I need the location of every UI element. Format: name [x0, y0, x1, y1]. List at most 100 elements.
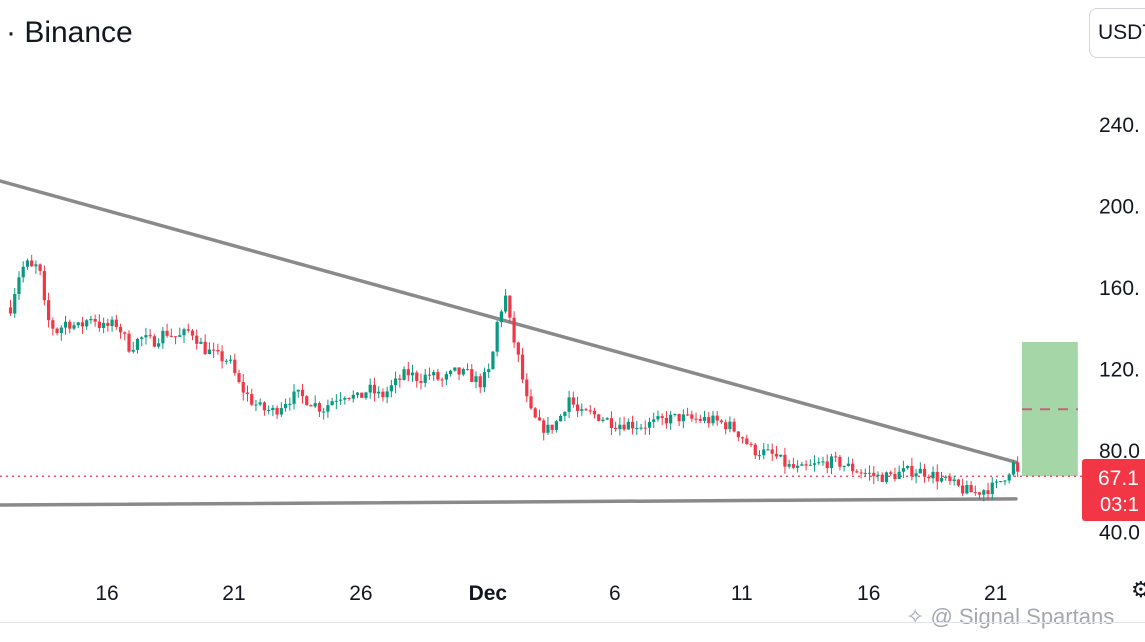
candle-body — [914, 473, 918, 477]
currency-selector[interactable]: USDT — [1089, 8, 1145, 58]
candle-body — [618, 424, 622, 430]
y-axis-labels: 240. 200. 160. 120. 80.0 40.0 — [1099, 114, 1140, 545]
candle-body — [1016, 462, 1020, 472]
candle-body — [89, 318, 93, 321]
candle — [317, 401, 322, 418]
candle-body — [948, 476, 952, 482]
candle-body — [262, 402, 267, 411]
candle — [563, 411, 567, 422]
candle-body — [927, 476, 931, 479]
candle-body — [533, 408, 537, 418]
candle — [829, 453, 834, 475]
candle — [292, 384, 296, 410]
candle — [918, 462, 922, 474]
candle-body — [825, 461, 829, 469]
candle-body — [127, 333, 131, 352]
candle — [17, 271, 21, 301]
candle — [931, 466, 935, 484]
candle-body — [571, 397, 575, 405]
candle-body — [25, 260, 30, 267]
candle — [474, 371, 478, 389]
candle — [753, 442, 757, 459]
candle — [834, 451, 838, 462]
candle — [673, 413, 677, 417]
candle-body — [880, 474, 884, 482]
candle-body — [102, 322, 106, 328]
divider — [0, 622, 1145, 623]
candle — [804, 460, 808, 471]
candle — [656, 410, 660, 422]
candle-body — [118, 326, 123, 333]
candle-body — [199, 341, 203, 344]
candle-body — [757, 455, 762, 457]
candle — [973, 485, 977, 496]
candle — [275, 405, 279, 419]
candle-body — [93, 318, 97, 322]
candle — [80, 316, 85, 334]
candle-body — [698, 418, 702, 421]
candle — [338, 392, 343, 405]
annotations[interactable] — [0, 179, 1082, 507]
candle — [123, 331, 127, 341]
candle-body — [157, 343, 161, 347]
candle-body — [643, 427, 647, 429]
candle — [360, 392, 364, 398]
gear-icon[interactable]: ⚙ — [1131, 577, 1145, 602]
candle — [757, 450, 762, 461]
candle-body — [398, 378, 402, 380]
candle-body — [550, 424, 554, 430]
candle-body — [427, 374, 432, 376]
candle — [402, 366, 406, 381]
candle — [250, 388, 254, 406]
candle — [491, 350, 495, 370]
candle — [148, 328, 152, 339]
candle — [867, 465, 872, 481]
candle — [880, 472, 884, 483]
y-tick-label: 80.0 — [1099, 440, 1140, 463]
candle — [313, 395, 317, 408]
candle-body — [245, 392, 250, 395]
candle-body — [863, 472, 867, 474]
candle-body — [85, 320, 89, 327]
candle-body — [999, 480, 1003, 482]
current-price-badge: 67.1 03:1 — [1082, 459, 1145, 521]
candle-body — [779, 454, 783, 457]
candle-body — [829, 456, 834, 469]
candle — [427, 367, 432, 380]
candle — [948, 473, 952, 485]
candle-body — [804, 464, 808, 466]
candle — [863, 468, 867, 477]
candle — [605, 417, 609, 421]
candle — [267, 405, 271, 415]
candle — [618, 417, 622, 436]
candle-body — [669, 414, 673, 424]
candle — [935, 464, 939, 490]
candle — [652, 412, 656, 429]
candle — [783, 447, 787, 474]
candle — [38, 263, 42, 276]
candle-body — [309, 405, 313, 407]
candle-body — [1003, 480, 1007, 482]
candle-body — [563, 411, 567, 416]
candle-body — [876, 474, 880, 477]
candle-body — [961, 485, 965, 494]
candle-body — [72, 325, 76, 329]
candle — [203, 334, 207, 356]
candle — [322, 407, 326, 420]
candle-body — [377, 391, 381, 394]
candle-body — [491, 351, 495, 370]
candle — [13, 287, 17, 318]
candle-body — [584, 409, 588, 411]
candle — [283, 398, 288, 412]
candle-body — [956, 479, 961, 486]
candle — [377, 386, 381, 399]
candle — [922, 463, 927, 483]
candle — [965, 480, 969, 495]
y-tick-label: 160. — [1099, 277, 1140, 300]
candle — [419, 373, 423, 390]
candle-body — [237, 373, 241, 383]
candle-body — [965, 485, 969, 494]
candle — [614, 421, 618, 432]
candle-body — [169, 335, 173, 337]
